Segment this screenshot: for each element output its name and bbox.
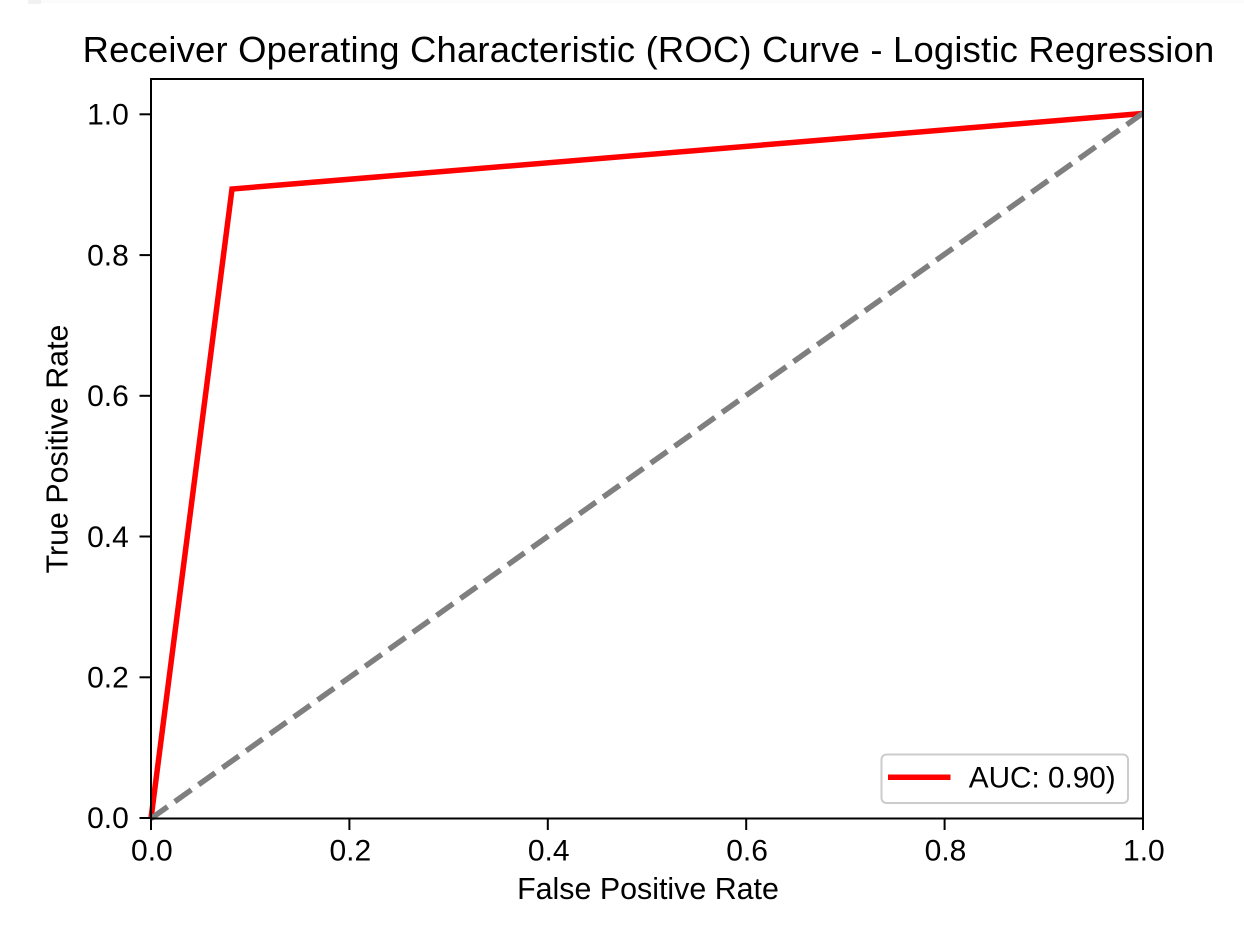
svg-text:AUC: 0.90): AUC: 0.90) — [969, 762, 1116, 795]
svg-text:0.4: 0.4 — [528, 835, 570, 868]
svg-text:1.0: 1.0 — [87, 99, 129, 132]
svg-text:0.0: 0.0 — [87, 802, 129, 835]
svg-text:0.6: 0.6 — [726, 835, 768, 868]
svg-text:1.0: 1.0 — [1123, 835, 1165, 868]
svg-text:0.8: 0.8 — [87, 239, 129, 272]
svg-text:False Positive Rate: False Positive Rate — [517, 872, 779, 906]
svg-text:True Positive Rate: True Positive Rate — [41, 325, 75, 574]
svg-text:0.2: 0.2 — [87, 662, 129, 695]
svg-text:Receiver Operating Characteris: Receiver Operating Characteristic (ROC) … — [83, 29, 1215, 70]
svg-text:0.4: 0.4 — [87, 521, 129, 554]
svg-text:0.8: 0.8 — [925, 835, 967, 868]
svg-text:0.2: 0.2 — [329, 835, 371, 868]
svg-text:0.0: 0.0 — [131, 835, 173, 868]
svg-text:0.6: 0.6 — [87, 380, 129, 413]
